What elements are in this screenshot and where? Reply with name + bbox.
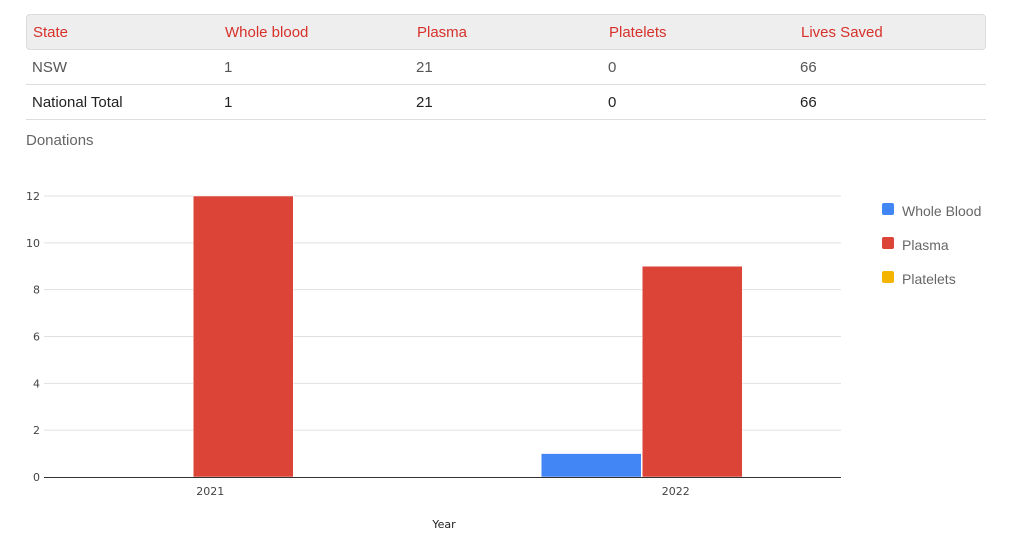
cell-platelets: 0: [608, 58, 617, 76]
cell-plasma: 21: [416, 93, 433, 111]
cell-platelets: 0: [608, 93, 617, 111]
y-tick-label: 0: [33, 471, 40, 484]
legend-label-whole-blood: Whole Blood: [902, 203, 982, 219]
table-header-row: State Whole blood Plasma Platelets Lives…: [26, 14, 986, 50]
x-tick-label: 2021: [196, 485, 224, 498]
header-lives-saved: Lives Saved: [801, 23, 883, 41]
cell-whole-blood: 1: [224, 58, 233, 76]
donations-bar-chart: 0 2 4 6 8 10 12 2021 2022 Year: [26, 190, 841, 531]
header-platelets: Platelets: [609, 23, 667, 41]
bar-plasma-2022: [642, 266, 743, 478]
legend-swatch-plasma: [882, 237, 894, 249]
y-tick-label: 8: [33, 284, 40, 297]
y-tick-label: 4: [33, 377, 40, 390]
y-tick-label: 10: [26, 237, 40, 250]
header-whole-blood: Whole blood: [225, 23, 309, 41]
legend-item-plasma[interactable]: Plasma: [882, 228, 981, 262]
legend-swatch-platelets: [882, 271, 894, 283]
cell-lives-saved: 66: [800, 58, 817, 76]
chart-legend: Whole Blood Plasma Platelets: [882, 194, 981, 296]
cell-state: NSW: [32, 58, 67, 76]
cell-whole-blood: 1: [224, 93, 233, 111]
x-axis-title: Year: [431, 518, 456, 531]
x-tick-label: 2022: [662, 485, 690, 498]
legend-label-plasma: Plasma: [902, 237, 949, 253]
header-plasma: Plasma: [417, 23, 468, 41]
cell-state: National Total: [32, 93, 123, 111]
chart-section-title: Donations: [26, 132, 94, 149]
bar-plasma-2021: [193, 195, 294, 478]
table-row: NSW 1 21 0 66: [26, 50, 986, 85]
y-tick-label: 12: [26, 190, 40, 203]
cell-lives-saved: 66: [800, 93, 817, 111]
cell-plasma: 21: [416, 58, 433, 76]
legend-item-platelets[interactable]: Platelets: [882, 262, 981, 296]
bar-whole-blood-2022: [541, 453, 642, 478]
donations-table: State Whole blood Plasma Platelets Lives…: [26, 14, 986, 120]
legend-swatch-whole-blood: [882, 203, 894, 215]
y-tick-label: 2: [33, 424, 40, 437]
y-tick-label: 6: [33, 331, 40, 344]
legend-item-whole-blood[interactable]: Whole Blood: [882, 194, 981, 228]
table-row-total: National Total 1 21 0 66: [26, 85, 986, 120]
legend-label-platelets: Platelets: [902, 271, 956, 287]
header-state: State: [33, 23, 69, 41]
